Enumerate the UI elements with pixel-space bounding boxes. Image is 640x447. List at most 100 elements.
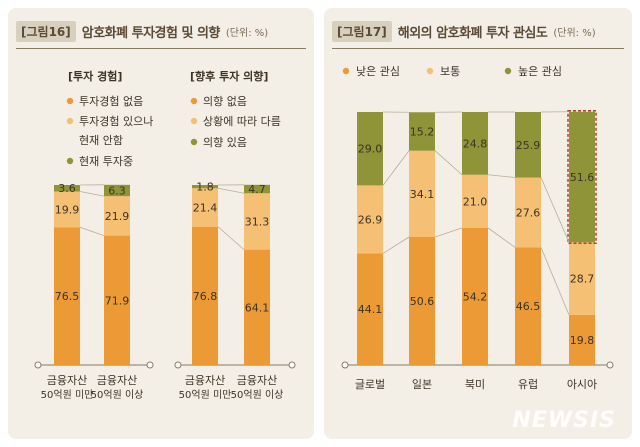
overseas-bar-4-seg-1: [569, 242, 595, 315]
intention-bar-1-seg-1: [244, 193, 270, 250]
figure-17-title: 해외의 암호화폐 투자 관심도: [397, 25, 548, 41]
intention-value-1-2: 4.7: [248, 183, 266, 196]
figure-17-divider: [332, 48, 624, 49]
experience-value-0-0: 76.5: [55, 290, 80, 303]
overseas-bar-3-seg-0: [515, 247, 541, 365]
figure-17-title-row: [그림17] 해외의 암호화폐 투자 관심도 (단위: %): [332, 20, 596, 42]
figure-16-title: 암호화폐 투자경험 및 의향: [81, 25, 221, 41]
overseas-bar-0-seg-2: [357, 112, 383, 186]
intention-bar-0-seg-0: [192, 226, 218, 365]
intention-tick-0-line-1: 50억원 미만: [179, 389, 232, 401]
legend-label-past-experience: 투자경험 있으나: [79, 115, 153, 128]
overseas-value-0-2: 29.0: [358, 143, 383, 156]
legend-label-no-intention: 의향 없음: [203, 95, 247, 108]
experience-connector-0-0: [79, 226, 105, 236]
overseas-bar-0-seg-0: [357, 253, 383, 365]
experience-tick-0-line-1: 50억원 미만: [41, 389, 94, 401]
overseas-value-1-1: 34.1: [410, 188, 435, 201]
overseas-bar-2-seg-2: [462, 112, 488, 175]
legend-dot-no-experience: [66, 97, 74, 105]
figure-16-title-row: [그림16] 암호화폐 투자경험 및 의향 (단위: %): [16, 20, 268, 42]
experience-bar-1-seg-0: [104, 235, 130, 365]
experience-tick-1-line-0: 금융자산: [97, 374, 137, 387]
legend-label-low-interest: 낮은 관심: [356, 65, 400, 78]
intention-value-0-1: 21.4: [193, 202, 218, 215]
legend-dot-past-experience: [66, 117, 74, 125]
experience-value-1-1: 21.9: [105, 210, 130, 223]
overseas-connector-3-1: [540, 177, 570, 243]
intention-value-1-1: 31.3: [245, 215, 270, 228]
overseas-connector-3-0: [540, 247, 570, 316]
overseas-bar-1-seg-2: [409, 112, 435, 151]
overseas-connector-2-1: [487, 174, 516, 178]
overseas-value-4-1: 28.7: [570, 273, 595, 286]
overseas-value-2-2: 24.8: [463, 137, 488, 150]
figure-17-unit: (단위: %): [553, 27, 596, 39]
legend-heading-intention: [향후 투자 의향]: [190, 69, 268, 83]
overseas-value-1-2: 15.2: [410, 125, 435, 138]
overseas-bar-1-seg-0: [409, 236, 435, 365]
legend-dot-normal-interest: [426, 67, 434, 75]
overseas-value-2-0: 54.2: [463, 290, 488, 303]
overseas-value-3-2: 25.9: [516, 139, 541, 152]
experience-axis-cap-right: [146, 361, 154, 369]
overseas-tick-4: 아시아: [567, 378, 597, 391]
overseas-connector-1-0: [434, 227, 463, 238]
overseas-value-1-0: 50.6: [410, 295, 435, 308]
legend-label-investing-now: 현재 투자중: [79, 155, 133, 168]
overseas-value-2-1: 21.0: [463, 195, 488, 208]
experience-bar-1-seg-1: [104, 196, 130, 236]
intention-bar-0-seg-2: [192, 185, 218, 189]
legend-dot-has-intention: [190, 138, 198, 146]
intention-value-0-0: 76.8: [193, 290, 218, 303]
overseas-connector-2-0: [487, 227, 516, 248]
overseas-value-3-1: 27.6: [516, 206, 541, 219]
legend-label-no-experience: 투자경험 없음: [79, 95, 143, 108]
overseas-bar-1-seg-1: [409, 150, 435, 237]
legend-label-past-experience-cont: 현재 안함: [79, 134, 123, 147]
figure-16-badge: [그림16]: [16, 20, 76, 42]
overseas-tick-3: 유럽: [518, 377, 538, 391]
intention-bar-1-seg-0: [244, 249, 270, 365]
experience-axis-cap-left: [34, 361, 42, 369]
overseas-value-4-2: 51.6: [570, 171, 595, 184]
overseas-value-0-1: 26.9: [358, 213, 383, 226]
legend-label-high-interest: 높은 관심: [518, 65, 562, 78]
overseas-bar-4-seg-2: [569, 111, 595, 243]
overseas-bar-2-seg-0: [462, 227, 488, 365]
overseas-bar-0-seg-1: [357, 185, 383, 254]
overseas-bar-2-seg-1: [462, 174, 488, 228]
overseas-tick-0: 글로벌: [355, 378, 385, 391]
intention-value-0-2: 1.8: [196, 181, 214, 194]
legend-dot-investing-now: [66, 157, 74, 165]
intention-tick-1-line-0: 금융자산: [237, 374, 277, 387]
intention-tick-0-line-0: 금융자산: [185, 374, 225, 387]
experience-value-1-2: 6.3: [108, 184, 126, 197]
overseas-value-3-0: 46.5: [516, 300, 541, 313]
figure-17-badge: [그림17]: [332, 20, 392, 42]
overseas-axis-cap-left: [341, 361, 349, 369]
experience-tick-1-line-1: 50억원 이상: [91, 389, 144, 401]
intention-connector-0-0: [217, 226, 245, 250]
legend-dot-no-intention: [190, 97, 198, 105]
overseas-connector-0-1: [382, 150, 410, 186]
experience-value-0-2: 3.6: [58, 182, 76, 195]
overseas-axis-cap-right: [606, 361, 614, 369]
legend-dot-high-interest: [504, 67, 512, 75]
figure-16-unit: (단위: %): [225, 27, 269, 39]
legend-dot-low-interest: [342, 67, 350, 75]
figure-16-divider: [16, 48, 306, 49]
experience-bar-1-seg-2: [104, 184, 130, 197]
overseas-value-4-0: 19.8: [570, 334, 595, 347]
intention-bar-1-seg-2: [244, 184, 270, 194]
overseas-connector-1-1: [434, 150, 463, 176]
legend-heading-experience: [투자 경험]: [68, 69, 122, 83]
legend-dot-depends: [190, 117, 198, 125]
intention-tick-1-line-1: 50억원 이상: [231, 389, 284, 401]
experience-value-1-0: 71.9: [105, 294, 130, 307]
newsis-watermark: NEWSIS: [512, 408, 616, 433]
intention-bar-0-seg-1: [192, 188, 218, 227]
experience-tick-0-line-0: 금융자산: [47, 374, 87, 387]
experience-value-0-1: 19.9: [55, 203, 80, 216]
